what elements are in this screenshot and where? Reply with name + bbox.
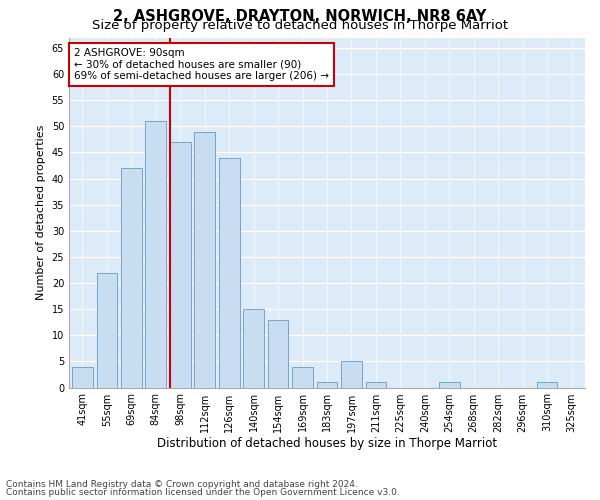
- Y-axis label: Number of detached properties: Number of detached properties: [36, 125, 46, 300]
- Bar: [268, 320, 289, 388]
- Bar: [537, 382, 557, 388]
- X-axis label: Distribution of detached houses by size in Thorpe Marriot: Distribution of detached houses by size …: [157, 438, 497, 450]
- Text: Contains public sector information licensed under the Open Government Licence v3: Contains public sector information licen…: [6, 488, 400, 497]
- Bar: [170, 142, 191, 388]
- Bar: [292, 366, 313, 388]
- Bar: [341, 362, 362, 388]
- Bar: [219, 158, 239, 388]
- Bar: [145, 121, 166, 388]
- Text: 2, ASHGROVE, DRAYTON, NORWICH, NR8 6AY: 2, ASHGROVE, DRAYTON, NORWICH, NR8 6AY: [113, 9, 487, 24]
- Text: Contains HM Land Registry data © Crown copyright and database right 2024.: Contains HM Land Registry data © Crown c…: [6, 480, 358, 489]
- Bar: [121, 168, 142, 388]
- Text: 2 ASHGROVE: 90sqm
← 30% of detached houses are smaller (90)
69% of semi-detached: 2 ASHGROVE: 90sqm ← 30% of detached hous…: [74, 48, 329, 81]
- Bar: [317, 382, 337, 388]
- Bar: [194, 132, 215, 388]
- Bar: [439, 382, 460, 388]
- Text: Size of property relative to detached houses in Thorpe Marriot: Size of property relative to detached ho…: [92, 19, 508, 32]
- Bar: [72, 366, 93, 388]
- Bar: [97, 272, 117, 388]
- Bar: [365, 382, 386, 388]
- Bar: [243, 309, 264, 388]
